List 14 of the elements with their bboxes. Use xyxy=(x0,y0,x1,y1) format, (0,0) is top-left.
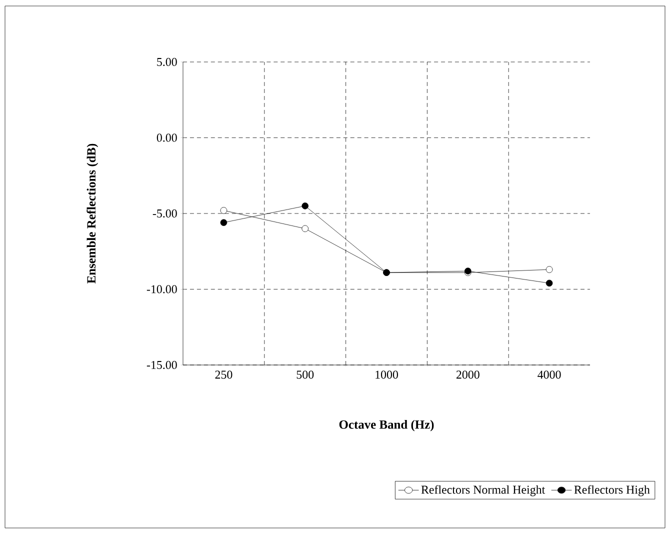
y-tick-label: -10.00 xyxy=(146,285,177,294)
y-tick-label: -15.00 xyxy=(146,360,177,370)
x-tick-label: 1000 xyxy=(376,370,398,379)
y-tick-label: -5.00 xyxy=(152,209,177,218)
x-axis-title: Octave Band (Hz) xyxy=(339,420,434,432)
x-tick-label: 4000 xyxy=(538,370,561,379)
x-tick-label: 500 xyxy=(296,370,314,379)
legend-label: Reflectors Normal Height xyxy=(421,485,546,496)
x-tick-label: 250 xyxy=(215,370,232,379)
legend-label: Reflectors High xyxy=(574,485,650,496)
y-tick-label: 5.00 xyxy=(157,58,177,66)
y-axis-title: Ensemble Reflections (dB) xyxy=(86,144,98,284)
y-tick-label: 0.00 xyxy=(156,134,177,142)
x-tick-label: 2000 xyxy=(456,370,480,379)
